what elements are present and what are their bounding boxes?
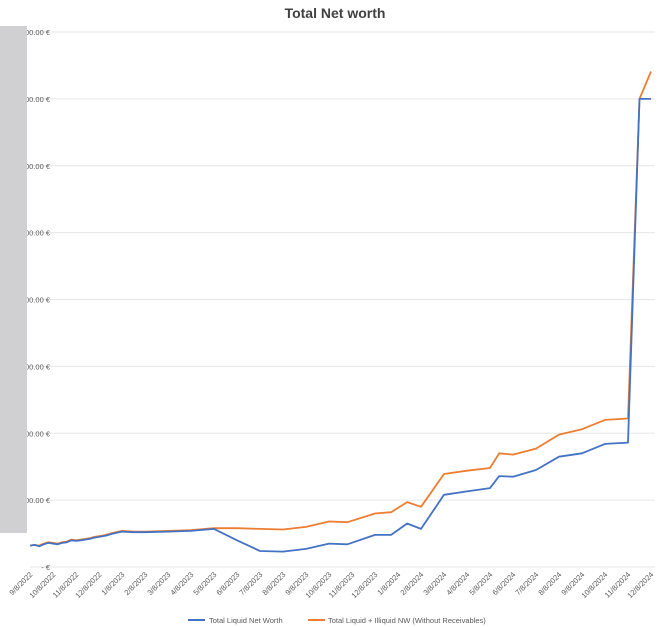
gridlines xyxy=(30,31,655,568)
x-tick-label: 6/8/2024 xyxy=(490,570,517,597)
x-tick-label: 4/8/2023 xyxy=(168,570,195,597)
series-lines xyxy=(29,71,652,553)
y-tick-label: 00.00 € xyxy=(25,296,51,305)
y-tick-label: 00.00 € xyxy=(25,95,51,104)
y-tick-label: - € xyxy=(41,563,51,572)
y-tick-label: 00.00 € xyxy=(25,162,51,171)
x-axis-ticks: 9/8/202210/8/202211/8/202212/8/20221/8/2… xyxy=(7,570,655,600)
x-tick-label: 7/8/2023 xyxy=(237,570,264,597)
x-tick-label: 2/8/2023 xyxy=(122,570,149,597)
x-tick-label: 2/8/2024 xyxy=(398,570,425,597)
legend-label-1: Total Liquid Net Worth xyxy=(209,616,283,625)
x-tick-label: 8/8/2024 xyxy=(536,570,563,597)
x-tick-label: 1/8/2024 xyxy=(375,570,402,597)
legend: Total Liquid Net Worth Total Liquid + Ill… xyxy=(188,616,486,625)
x-tick-label: 8/8/2023 xyxy=(260,570,287,597)
redaction-block xyxy=(0,26,27,533)
x-tick-label: 3/8/2023 xyxy=(145,570,172,597)
x-tick-label: 3/8/2024 xyxy=(421,570,448,597)
y-tick-label: 00.00 € xyxy=(25,362,51,371)
series-line-2 xyxy=(29,71,652,547)
y-tick-label: 00.00 € xyxy=(25,496,51,505)
x-tick-label: 1/8/2023 xyxy=(99,570,126,597)
chart-title: Total Net worth xyxy=(285,5,386,21)
x-tick-label: 7/8/2024 xyxy=(513,570,540,597)
y-axis-ticks: - € 00.00 € 00.00 € 00.00 € 00.00 € 00.00 € 00… xyxy=(25,28,51,572)
x-tick-label: 6/8/2023 xyxy=(214,570,241,597)
y-tick-label: 00.00 € xyxy=(25,429,51,438)
legend-label-2: Total Liquid + Illiquid NW (Without Rece… xyxy=(328,616,486,625)
series-line-1 xyxy=(29,98,651,553)
x-tick-label: 4/8/2024 xyxy=(444,570,471,597)
y-tick-label: 00.00 € xyxy=(25,229,51,238)
y-tick-label: 00.00 € xyxy=(25,28,51,37)
x-tick-label: 5/8/2024 xyxy=(467,570,494,597)
x-tick-label: 5/8/2023 xyxy=(191,570,218,597)
